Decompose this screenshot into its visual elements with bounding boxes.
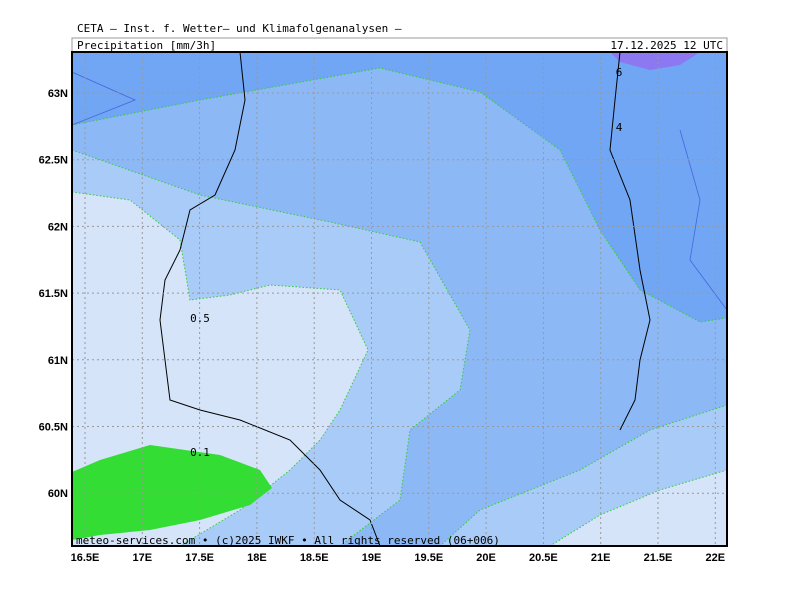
lat-label: 62N bbox=[48, 221, 68, 233]
variable: Precipitation [mm/3h] bbox=[77, 39, 216, 52]
lon-label: 17E bbox=[133, 552, 153, 564]
valid-time: 17.12.2025 12 UTC bbox=[610, 39, 723, 52]
lat-label: 61.5N bbox=[39, 288, 68, 300]
contour-label: 0.1 bbox=[190, 446, 210, 459]
lon-label: 22E bbox=[706, 552, 726, 564]
map: 6 4 0.5 0.1 meteo-services.com • (c)2025… bbox=[72, 52, 727, 547]
footer: meteo-services.com • (c)2025 IWKF • All … bbox=[76, 534, 500, 547]
coastline bbox=[609, 52, 651, 431]
lon-label: 17.5E bbox=[185, 552, 214, 564]
lon-label: 21.5E bbox=[644, 552, 673, 564]
lat-label: 62.5N bbox=[39, 155, 68, 167]
lon-label: 20.5E bbox=[529, 552, 558, 564]
lon-label: 19E bbox=[362, 552, 382, 564]
border bbox=[72, 71, 137, 126]
lon-label: 19.5E bbox=[414, 552, 443, 564]
lon-label: 18E bbox=[247, 552, 267, 564]
lat-label: 63N bbox=[48, 88, 68, 100]
contour-label: 6 bbox=[616, 66, 623, 79]
lon-label: 16.5E bbox=[71, 552, 100, 564]
contour-label: 4 bbox=[616, 121, 623, 134]
lon-label: 18.5E bbox=[300, 552, 329, 564]
lon-label: 20E bbox=[476, 552, 496, 564]
coastline bbox=[159, 52, 381, 546]
level-6 bbox=[610, 52, 700, 70]
graticule bbox=[72, 52, 727, 546]
level-01 bbox=[72, 445, 272, 540]
lon-label: 21E bbox=[591, 552, 611, 564]
lat-label: 61N bbox=[48, 355, 68, 367]
lat-label: 60N bbox=[48, 488, 68, 500]
border bbox=[679, 129, 727, 311]
lat-label: 60.5N bbox=[39, 422, 68, 434]
contour-label: 0.5 bbox=[190, 312, 210, 325]
title: CETA — Inst. f. Wetter— und Klimafolgena… bbox=[77, 22, 402, 35]
map-frame bbox=[71, 51, 728, 547]
level-05-east bbox=[549, 469, 727, 546]
